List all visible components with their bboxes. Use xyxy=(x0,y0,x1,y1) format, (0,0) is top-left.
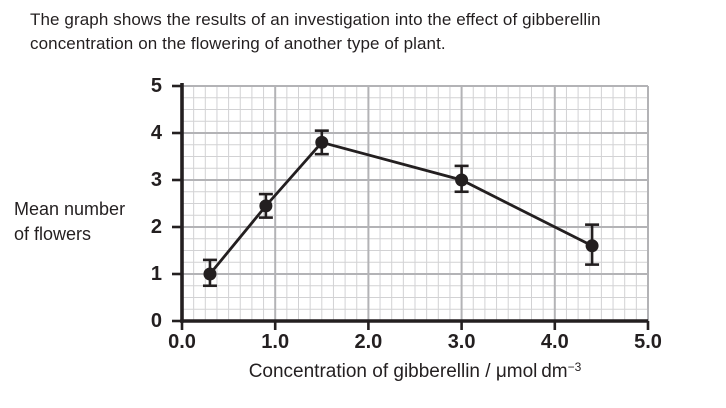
line-chart-plot-area xyxy=(172,83,650,330)
x-tick-label: 2.0 xyxy=(354,331,383,353)
y-tick-label: 2 xyxy=(150,216,162,238)
x-tick-label: 0.0 xyxy=(168,331,196,353)
y-tick-label: 4 xyxy=(150,122,162,144)
y-axis-title-line-1: Mean number xyxy=(14,199,126,219)
y-axis-title: Mean number of flowers xyxy=(14,197,125,247)
x-axis-title-superscript: −3 xyxy=(567,360,582,374)
y-tick-label: 3 xyxy=(150,169,162,191)
x-tick-label: 4.0 xyxy=(540,331,569,353)
x-tick-label: 3.0 xyxy=(447,331,476,353)
caption-line-2: concentration on the flowering of anothe… xyxy=(30,34,446,53)
y-tick-label: 0 xyxy=(150,310,162,332)
y-axis-title-line-2: of flowers xyxy=(14,224,92,244)
caption-line-1: The graph shows the results of an invest… xyxy=(30,10,601,29)
y-tick-label: 5 xyxy=(150,75,162,97)
y-tick-label: 1 xyxy=(150,263,162,285)
figure-caption: The graph shows the results of an invest… xyxy=(30,8,601,56)
x-tick-label: 5.0 xyxy=(634,331,662,353)
x-tick-label: 1.0 xyxy=(261,331,290,353)
x-axis-title-text: Concentration of gibberellin / μmol dm xyxy=(248,361,568,382)
x-axis-title: Concentration of gibberellin / μmol dm−3 xyxy=(160,360,670,383)
